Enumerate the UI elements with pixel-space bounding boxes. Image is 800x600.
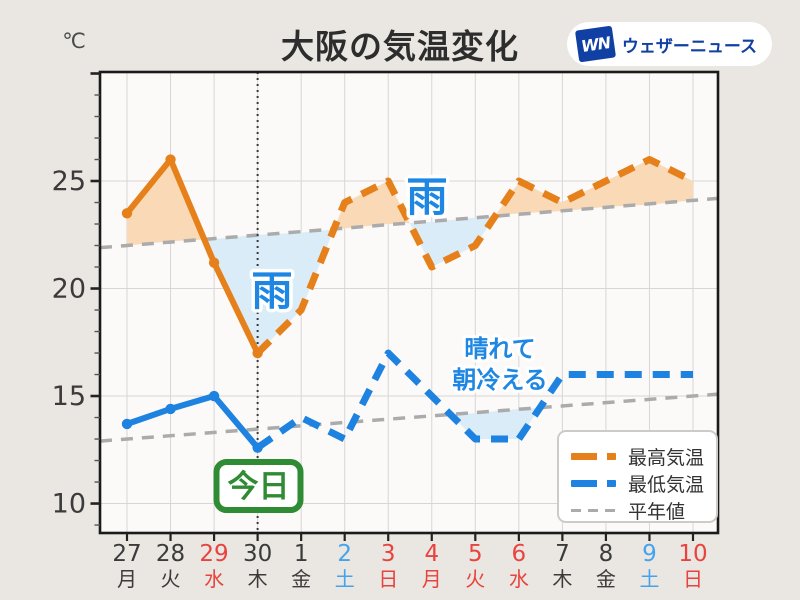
x-weekday-label: 月 [422,567,442,591]
x-weekday-label: 日 [683,567,703,591]
min-temp-line-observed [124,393,261,451]
legend-label-max: 最高気温 [628,447,705,469]
x-weekday-label: 日 [378,567,398,591]
x-day-label: 7 [555,541,570,567]
plot-border [98,70,720,535]
x-weekday-label: 土 [639,567,659,591]
legend: 最高気温 最低気温 平年値 [557,430,718,523]
max-temp-line-observed [124,156,261,357]
legend-label-normal: 平年値 [628,501,686,523]
legend-row-normal: 平年値 [571,497,704,524]
sunny-annotation-line2: 朝冷える [452,366,547,394]
weathernews-logo: WN ウェザーニュース [566,22,772,66]
x-day-label: 28 [156,541,185,567]
max-above-normal-fill [127,161,205,246]
y-tick-label: 25 [52,166,86,197]
min-temp-line-forecast [255,349,693,451]
y-tick-label: 10 [52,489,86,520]
normal-dash-swatch [571,508,616,513]
today-label: 今日 [228,469,290,505]
y-axis-labels: 10 15 20 25 [52,166,86,520]
y-tick-label: 15 [52,381,86,412]
x-day-label: 29 [199,541,228,567]
x-day-label: 1 [294,541,309,567]
min-below-normal-fill [450,407,541,440]
x-day-label: 2 [337,541,352,567]
x-day-label: 10 [678,541,707,567]
x-weekday-label: 火 [465,567,485,591]
legend-label-min: 最低気温 [628,474,705,496]
x-weekday-label: 火 [161,567,181,591]
y-tick-label: 20 [52,274,86,305]
sunny-annotation-line1: 晴れて [464,335,535,363]
weathernews-logo-text: ウェザーニュース [621,36,757,57]
max-below-normal-fill [409,215,496,266]
x-day-label: 4 [424,541,439,567]
max-temp-dash-swatch [571,453,616,460]
today-box [213,459,304,513]
today-marker: 今日 [213,459,304,513]
x-day-label: 27 [112,541,141,567]
x-weekday-label: 木 [552,567,572,591]
x-weekday-label: 水 [204,567,224,591]
x-weekday-label: 木 [248,567,268,591]
rain-annotation-right: 雨 [407,173,448,221]
x-weekday-label: 金 [291,567,311,591]
x-day-label: 6 [512,541,527,567]
x-weekday-label: 金 [596,567,616,591]
axis-ticks [90,72,695,541]
legend-row-min: 最低気温 [571,470,704,497]
max-temp-line-markers [121,154,263,359]
x-day-label: 9 [642,541,657,567]
x-weekday-label: 水 [509,567,529,591]
max-below-normal-fill [204,228,335,353]
rain-annotation-left: 雨 [252,267,293,315]
x-weekday-label: 土 [335,567,355,591]
max-temp-line-forecast [255,156,695,356]
x-day-label: 5 [468,541,483,567]
x-day-label: 3 [381,541,396,567]
min-temp-line-markers [121,390,263,453]
min-temp-dash-swatch [571,480,616,487]
x-day-label: 8 [599,541,614,567]
x-day-label: 30 [243,541,272,567]
page-title: 大阪の気温変化 [281,27,519,66]
y-axis-unit-label: ℃ [62,29,86,53]
x-weekday-label: 月 [117,567,137,591]
legend-row-max: 最高気温 [571,443,704,470]
